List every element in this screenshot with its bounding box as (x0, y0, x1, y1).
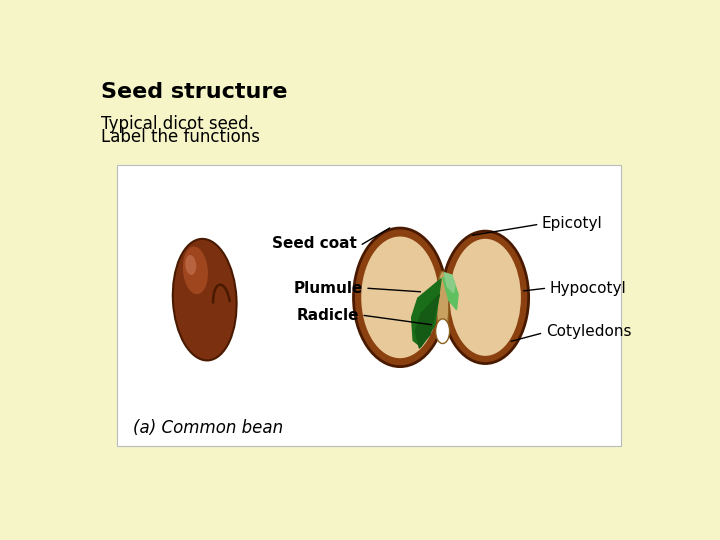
Ellipse shape (361, 237, 438, 358)
Polygon shape (415, 294, 439, 348)
Polygon shape (444, 273, 455, 293)
Text: Epicotyl: Epicotyl (542, 216, 603, 231)
Polygon shape (412, 279, 441, 347)
Ellipse shape (173, 239, 237, 360)
Text: Radicle: Radicle (297, 308, 359, 322)
Ellipse shape (183, 247, 208, 294)
Text: Seed structure: Seed structure (101, 82, 287, 102)
Ellipse shape (449, 239, 521, 356)
Ellipse shape (436, 271, 449, 340)
Text: Cotyledons: Cotyledons (546, 325, 631, 340)
Text: Plumule: Plumule (294, 281, 363, 295)
Text: Label the functions: Label the functions (101, 128, 260, 146)
Ellipse shape (442, 231, 528, 363)
Ellipse shape (354, 228, 446, 367)
Text: Typical dicot seed.: Typical dicot seed. (101, 115, 253, 133)
Bar (117, 165, 621, 446)
Text: Seed coat: Seed coat (271, 236, 356, 251)
Text: Hypocotyl: Hypocotyl (549, 281, 626, 295)
Polygon shape (443, 278, 458, 309)
Text: (a) Common bean: (a) Common bean (132, 419, 283, 437)
Ellipse shape (185, 255, 197, 275)
Ellipse shape (436, 319, 449, 343)
